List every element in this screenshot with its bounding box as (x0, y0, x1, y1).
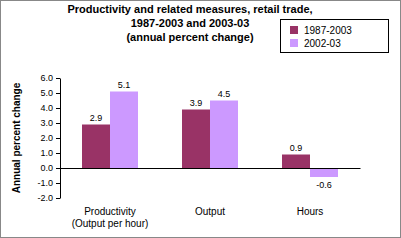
legend-swatch (290, 39, 298, 47)
y-tick: -2.0 (37, 193, 60, 203)
x-axis-line (61, 168, 361, 169)
x-tick: Hours (297, 168, 324, 217)
legend-swatch (290, 26, 298, 34)
y-tick-mark (56, 93, 60, 94)
y-tick-mark (56, 183, 60, 184)
y-tick-mark (56, 168, 60, 169)
x-tick-label: Output (195, 206, 225, 217)
y-tick-mark (56, 78, 60, 79)
title: Productivity and related measures, retai… (67, 3, 312, 15)
bar (282, 155, 310, 169)
data-labels: 2.9 3.9 0.9 5.1 4.5 -0.6 (90, 80, 332, 191)
bar (210, 101, 238, 169)
y-tick-mark (56, 108, 60, 109)
y-tick-label: 4.0 (40, 103, 53, 113)
y-tick-label: 3.0 (40, 118, 53, 128)
y-axis: -2.0 -1.0 0.0 1.0 2.0 3.0 4.0 5.0 6.0 (37, 73, 60, 203)
legend: 1987-2003 2002-03 (281, 20, 389, 53)
legend-box (281, 20, 389, 53)
y-tick-label: 6.0 (40, 73, 53, 83)
y-tick-label: 1.0 (40, 148, 53, 158)
y-tick: 0.0 (40, 163, 60, 173)
y-tick: 1.0 (40, 148, 60, 158)
y-tick-label: -1.0 (37, 178, 53, 188)
bar (82, 125, 110, 169)
title: 1987-2003 and 2003-03 (131, 17, 250, 29)
data-label: 5.1 (118, 80, 131, 90)
y-tick-mark (56, 198, 60, 199)
y-axis-title: Annual percent change (11, 82, 22, 193)
bar (310, 168, 338, 177)
y-tick: 2.0 (40, 133, 60, 143)
data-label: 4.5 (218, 89, 231, 99)
y-tick-label: 5.0 (40, 88, 53, 98)
y-tick: 3.0 (40, 118, 60, 128)
bars (82, 92, 338, 178)
x-axis: Productivity(Output per hour) Output Hours (61, 168, 361, 229)
chart: Productivity and related measures, retai… (0, 0, 401, 238)
y-tick-label: 2.0 (40, 133, 53, 143)
legend-label: 2002-03 (304, 38, 341, 49)
y-tick-mark (56, 138, 60, 139)
y-tick-mark (56, 123, 60, 124)
data-label: 0.9 (290, 143, 303, 153)
y-tick: 6.0 (40, 73, 60, 83)
x-tick-label: Productivity(Output per hour) (72, 206, 149, 229)
x-tick-label: Hours (297, 206, 324, 217)
subtitle: (annual percent change) (126, 31, 253, 43)
frame (1, 1, 401, 238)
y-tick-mark (56, 153, 60, 154)
y-axis-line (60, 79, 61, 199)
bar (110, 92, 138, 169)
data-label: -0.6 (316, 180, 332, 190)
x-tick: Productivity(Output per hour) (72, 168, 149, 229)
y-tick: -1.0 (37, 178, 60, 188)
x-tick: Output (195, 168, 225, 217)
legend-label: 1987-2003 (304, 25, 352, 36)
y-tick-label: 0.0 (40, 163, 53, 173)
data-label: 2.9 (90, 113, 103, 123)
bar (182, 110, 210, 169)
y-tick-label: -2.0 (37, 193, 53, 203)
data-label: 3.9 (190, 98, 203, 108)
y-tick: 4.0 (40, 103, 60, 113)
y-tick: 5.0 (40, 88, 60, 98)
